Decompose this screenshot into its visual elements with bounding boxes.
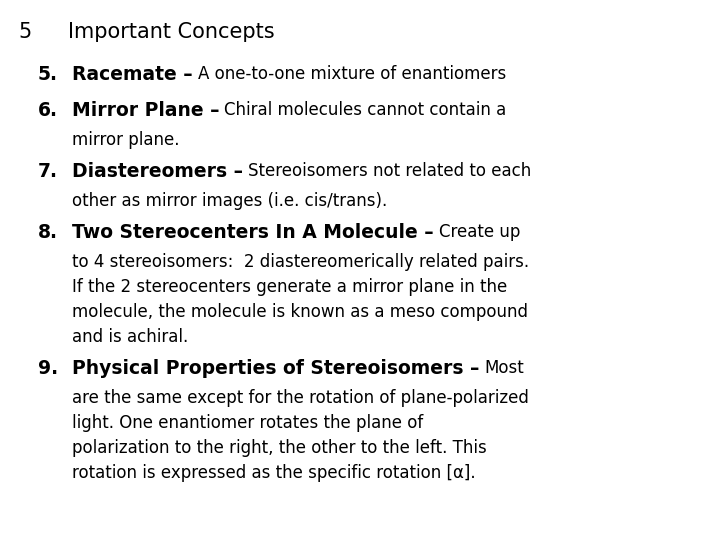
Text: Create up: Create up — [438, 223, 520, 241]
Text: other as mirror images (i.e. cis/trans).: other as mirror images (i.e. cis/trans). — [72, 192, 387, 210]
Text: Stereoisomers not related to each: Stereoisomers not related to each — [248, 162, 531, 180]
Text: 8.: 8. — [38, 223, 58, 242]
Text: A one-to-one mixture of enantiomers: A one-to-one mixture of enantiomers — [197, 65, 506, 83]
Text: 5: 5 — [18, 22, 31, 42]
Text: Two Stereocenters In A Molecule –: Two Stereocenters In A Molecule – — [72, 223, 433, 242]
Text: 6.: 6. — [38, 101, 58, 120]
Text: polarization to the right, the other to the left. This: polarization to the right, the other to … — [72, 439, 487, 457]
Text: molecule, the molecule is known as a meso compound: molecule, the molecule is known as a mes… — [72, 303, 528, 321]
Text: Important Concepts: Important Concepts — [68, 22, 274, 42]
Text: are the same except for the rotation of plane-polarized: are the same except for the rotation of … — [72, 389, 529, 407]
Text: Most: Most — [485, 359, 524, 377]
Text: Physical Properties of Stereoisomers –: Physical Properties of Stereoisomers – — [72, 359, 480, 378]
Text: Mirror Plane –: Mirror Plane – — [72, 101, 220, 120]
Text: If the 2 stereocenters generate a mirror plane in the: If the 2 stereocenters generate a mirror… — [72, 278, 508, 296]
Text: Chiral molecules cannot contain a: Chiral molecules cannot contain a — [225, 101, 507, 119]
Text: light. One enantiomer rotates the plane of: light. One enantiomer rotates the plane … — [72, 414, 423, 432]
Text: 9.: 9. — [38, 359, 58, 378]
Text: Racemate –: Racemate – — [72, 65, 193, 84]
Text: 7.: 7. — [38, 162, 58, 181]
Text: to 4 stereoisomers:  2 diastereomerically related pairs.: to 4 stereoisomers: 2 diastereomerically… — [72, 253, 529, 271]
Text: rotation is expressed as the specific rotation [α].: rotation is expressed as the specific ro… — [72, 464, 476, 482]
Text: and is achiral.: and is achiral. — [72, 328, 188, 346]
Text: Diastereomers –: Diastereomers – — [72, 162, 243, 181]
Text: 5.: 5. — [38, 65, 58, 84]
Text: mirror plane.: mirror plane. — [72, 131, 179, 149]
